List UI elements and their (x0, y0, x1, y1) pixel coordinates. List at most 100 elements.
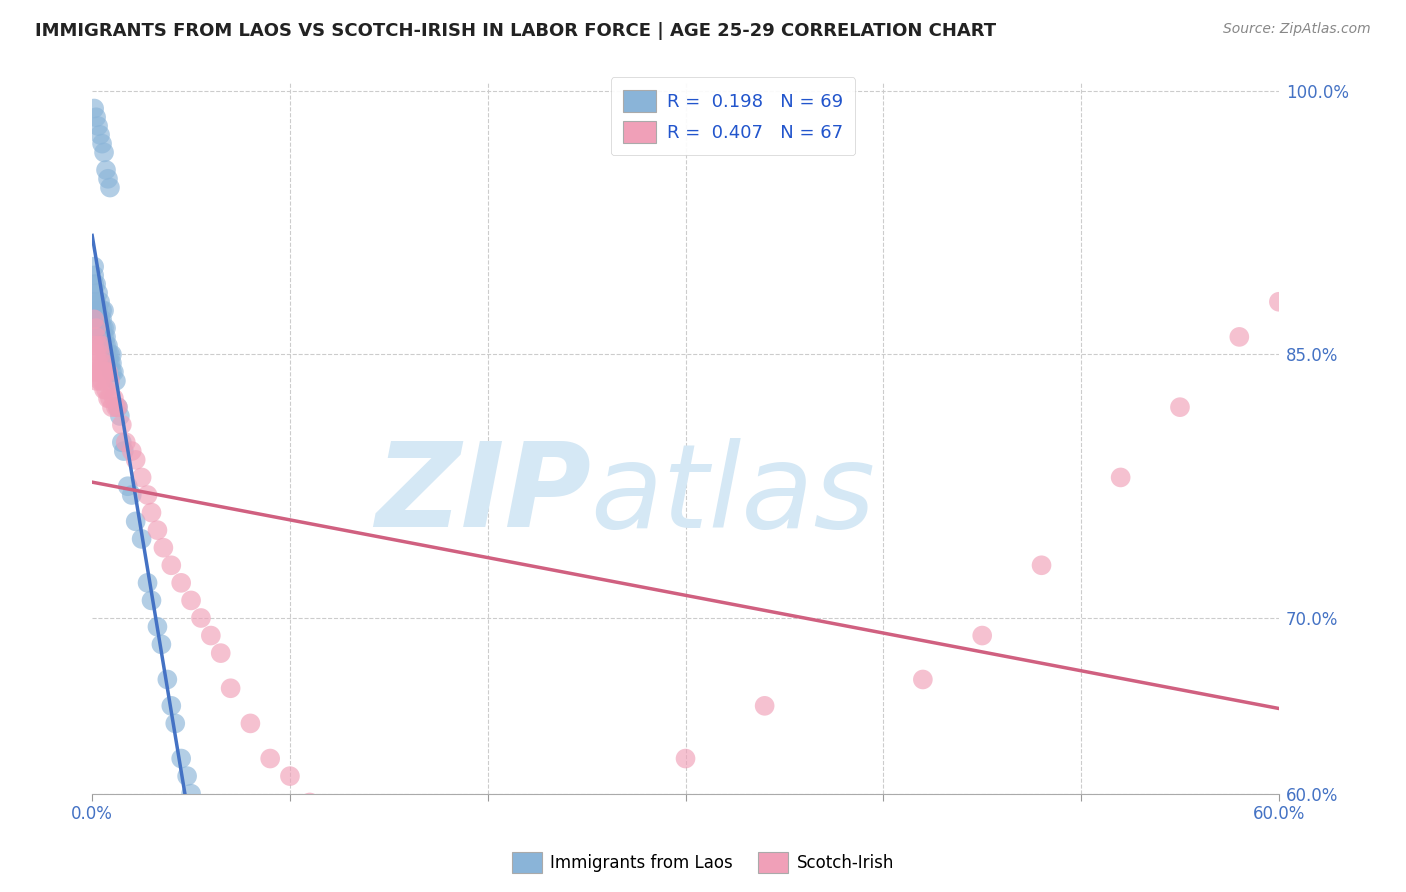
Point (112, 444, 135, 458)
Point (91, 339, 114, 353)
Point (136, 488, 159, 502)
Point (754, 698, 776, 713)
Point (94, 321, 117, 335)
Point (94, 365, 117, 379)
Point (84, 277, 107, 292)
Point (91, 303, 114, 318)
Point (97, 356, 120, 370)
Text: atlas: atlas (591, 438, 876, 552)
Point (87, 312, 110, 326)
Point (108, 409, 131, 423)
Point (1168, 400, 1191, 414)
Point (94, 163, 117, 178)
Point (87, 285, 110, 300)
Point (114, 435, 136, 450)
Point (125, 514, 148, 528)
Point (117, 479, 139, 493)
Point (103, 365, 125, 379)
Point (83, 268, 105, 283)
Point (89, 347, 111, 361)
Point (209, 646, 232, 660)
Point (93, 356, 115, 370)
Point (84, 303, 107, 318)
Point (83, 260, 105, 274)
Point (89, 312, 111, 326)
Point (98, 392, 121, 406)
Point (136, 575, 159, 590)
Text: IMMIGRANTS FROM LAOS VS SCOTCH-IRISH IN LABOR FORCE | AGE 25-29 CORRELATION CHAR: IMMIGRANTS FROM LAOS VS SCOTCH-IRISH IN … (35, 22, 997, 40)
Point (911, 673, 934, 687)
Point (83, 339, 105, 353)
Point (91, 365, 114, 379)
Point (180, 593, 202, 607)
Point (180, 787, 202, 801)
Legend: Immigrants from Laos, Scotch-Irish: Immigrants from Laos, Scotch-Irish (505, 846, 901, 880)
Point (91, 136, 114, 151)
Point (84, 294, 107, 309)
Point (131, 470, 153, 484)
Point (89, 294, 111, 309)
Point (675, 751, 697, 765)
Point (84, 374, 107, 388)
Point (146, 620, 169, 634)
Point (83, 277, 105, 292)
Legend: R =  0.198   N = 69, R =  0.407   N = 67: R = 0.198 N = 69, R = 0.407 N = 67 (610, 77, 855, 155)
Point (121, 444, 143, 458)
Point (97, 339, 120, 353)
Point (156, 673, 179, 687)
Point (83, 294, 105, 309)
Point (378, 883, 401, 892)
Point (141, 506, 163, 520)
Point (91, 321, 114, 335)
Point (93, 321, 115, 335)
Point (87, 365, 110, 379)
Point (91, 330, 114, 344)
Point (91, 356, 114, 370)
Point (83, 312, 105, 326)
Point (200, 629, 222, 643)
Point (94, 383, 117, 397)
Point (131, 532, 153, 546)
Point (97, 392, 120, 406)
Point (83, 312, 105, 326)
Point (93, 383, 115, 397)
Point (1031, 558, 1053, 573)
Point (89, 128, 111, 142)
Point (107, 400, 129, 414)
Point (91, 339, 114, 353)
Point (84, 321, 107, 335)
Point (83, 365, 105, 379)
Point (98, 180, 121, 194)
Point (101, 365, 124, 379)
Text: ZIP: ZIP (374, 437, 591, 552)
Point (219, 681, 242, 696)
Point (98, 374, 121, 388)
Point (87, 303, 110, 318)
Point (91, 374, 114, 388)
Point (170, 575, 193, 590)
Point (87, 339, 110, 353)
Point (84, 330, 107, 344)
Point (170, 751, 193, 765)
Point (94, 347, 117, 361)
Point (176, 769, 198, 783)
Point (141, 593, 163, 607)
Point (97, 347, 120, 361)
Point (93, 145, 115, 160)
Point (93, 365, 115, 379)
Point (298, 796, 321, 810)
Point (165, 716, 187, 731)
Point (93, 330, 115, 344)
Point (84, 110, 107, 124)
Point (160, 558, 183, 573)
Point (84, 347, 107, 361)
Point (150, 637, 173, 651)
Point (101, 356, 124, 370)
Point (98, 347, 121, 361)
Point (101, 347, 124, 361)
Point (91, 312, 114, 326)
Point (87, 321, 110, 335)
Point (160, 698, 183, 713)
Point (121, 488, 143, 502)
Point (98, 356, 121, 370)
